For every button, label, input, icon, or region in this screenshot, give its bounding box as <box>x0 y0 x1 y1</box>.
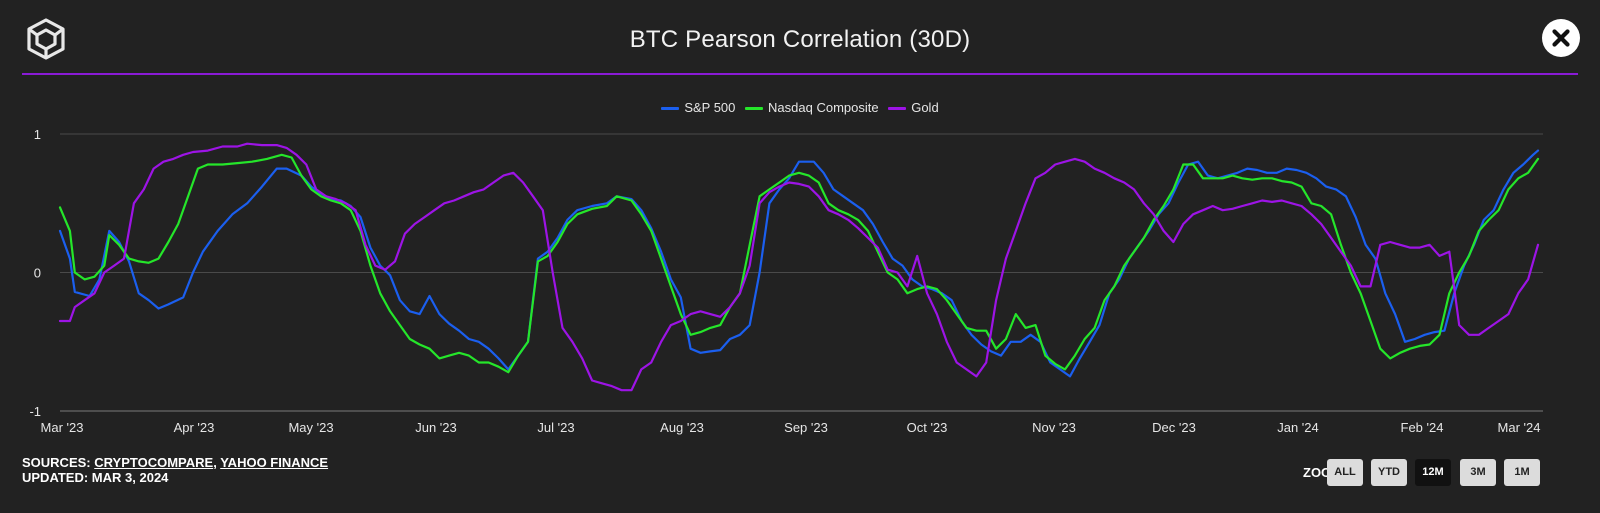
x-tick-label: Feb '24 <box>1401 420 1444 435</box>
chart-legend: S&P 500 Nasdaq Composite Gold <box>0 100 1600 115</box>
close-button[interactable] <box>1542 19 1580 57</box>
sources-line: SOURCES: CRYPTOCOMPARE, YAHOO FINANCE <box>22 455 328 470</box>
y-tick-labels: 1 0 -1 <box>29 127 41 419</box>
x-tick-labels: Mar '23 Apr '23 May '23 Jun '23 Jul '23 Aug '… <box>41 420 1541 435</box>
x-tick-label: Mar '23 <box>41 420 84 435</box>
x-tick-label: May '23 <box>288 420 333 435</box>
x-tick-label: Sep '23 <box>784 420 828 435</box>
x-tick-label: Oct '23 <box>907 420 948 435</box>
series-lines <box>58 142 1540 392</box>
x-tick-label: Nov '23 <box>1032 420 1076 435</box>
x-tick-label: Jun '23 <box>415 420 457 435</box>
legend-item-nasdaq[interactable]: Nasdaq Composite <box>745 100 879 115</box>
y-tick-label: 0 <box>34 266 41 281</box>
y-tick-label: -1 <box>29 404 41 419</box>
chart-title: BTC Pearson Correlation (30D) <box>629 26 971 53</box>
series-line-nasdaq <box>58 153 1540 374</box>
sources-block: SOURCES: CRYPTOCOMPARE, YAHOO FINANCE UP… <box>22 455 328 485</box>
legend-item-gold[interactable]: Gold <box>888 100 939 115</box>
zoom-3m-button[interactable]: 3M <box>1460 459 1496 486</box>
x-tick-label: Mar '24 <box>1498 420 1541 435</box>
y-tick-label: 1 <box>34 127 41 142</box>
legend-item-sp500[interactable]: S&P 500 <box>661 100 735 115</box>
legend-swatch-sp500 <box>661 107 680 111</box>
legend-swatch-gold <box>888 107 907 111</box>
the-block-logo-icon <box>24 17 68 61</box>
legend-label-nasdaq: Nasdaq Composite <box>768 100 879 115</box>
sources-label: SOURCES: <box>22 455 91 470</box>
header-divider <box>22 73 1578 75</box>
x-tick-label: Jul '23 <box>537 420 574 435</box>
legend-label-gold: Gold <box>911 100 939 115</box>
x-tick-label: Aug '23 <box>660 420 704 435</box>
zoom-ytd-button[interactable]: YTD <box>1371 459 1407 486</box>
source-link-yahoo-finance[interactable]: YAHOO FINANCE <box>220 455 329 470</box>
source-link-cryptocompare[interactable]: CRYPTOCOMPARE <box>94 455 214 470</box>
zoom-all-button[interactable]: ALL <box>1327 459 1363 486</box>
zoom-12m-button[interactable]: 12M <box>1415 459 1451 486</box>
series-line-sp500 <box>58 149 1540 378</box>
legend-swatch-nasdaq <box>745 107 764 111</box>
x-tick-label: Jan '24 <box>1277 420 1319 435</box>
x-tick-label: Dec '23 <box>1152 420 1196 435</box>
grid-layer <box>60 133 1543 412</box>
legend-label-sp500: S&P 500 <box>684 100 736 115</box>
series-line-gold <box>58 142 1540 392</box>
x-tick-label: Apr '23 <box>174 420 215 435</box>
source-separator: , <box>213 455 217 470</box>
updated-date: UPDATED: MAR 3, 2024 <box>22 470 169 485</box>
close-icon <box>1552 29 1570 47</box>
zoom-1m-button[interactable]: 1M <box>1504 459 1540 486</box>
